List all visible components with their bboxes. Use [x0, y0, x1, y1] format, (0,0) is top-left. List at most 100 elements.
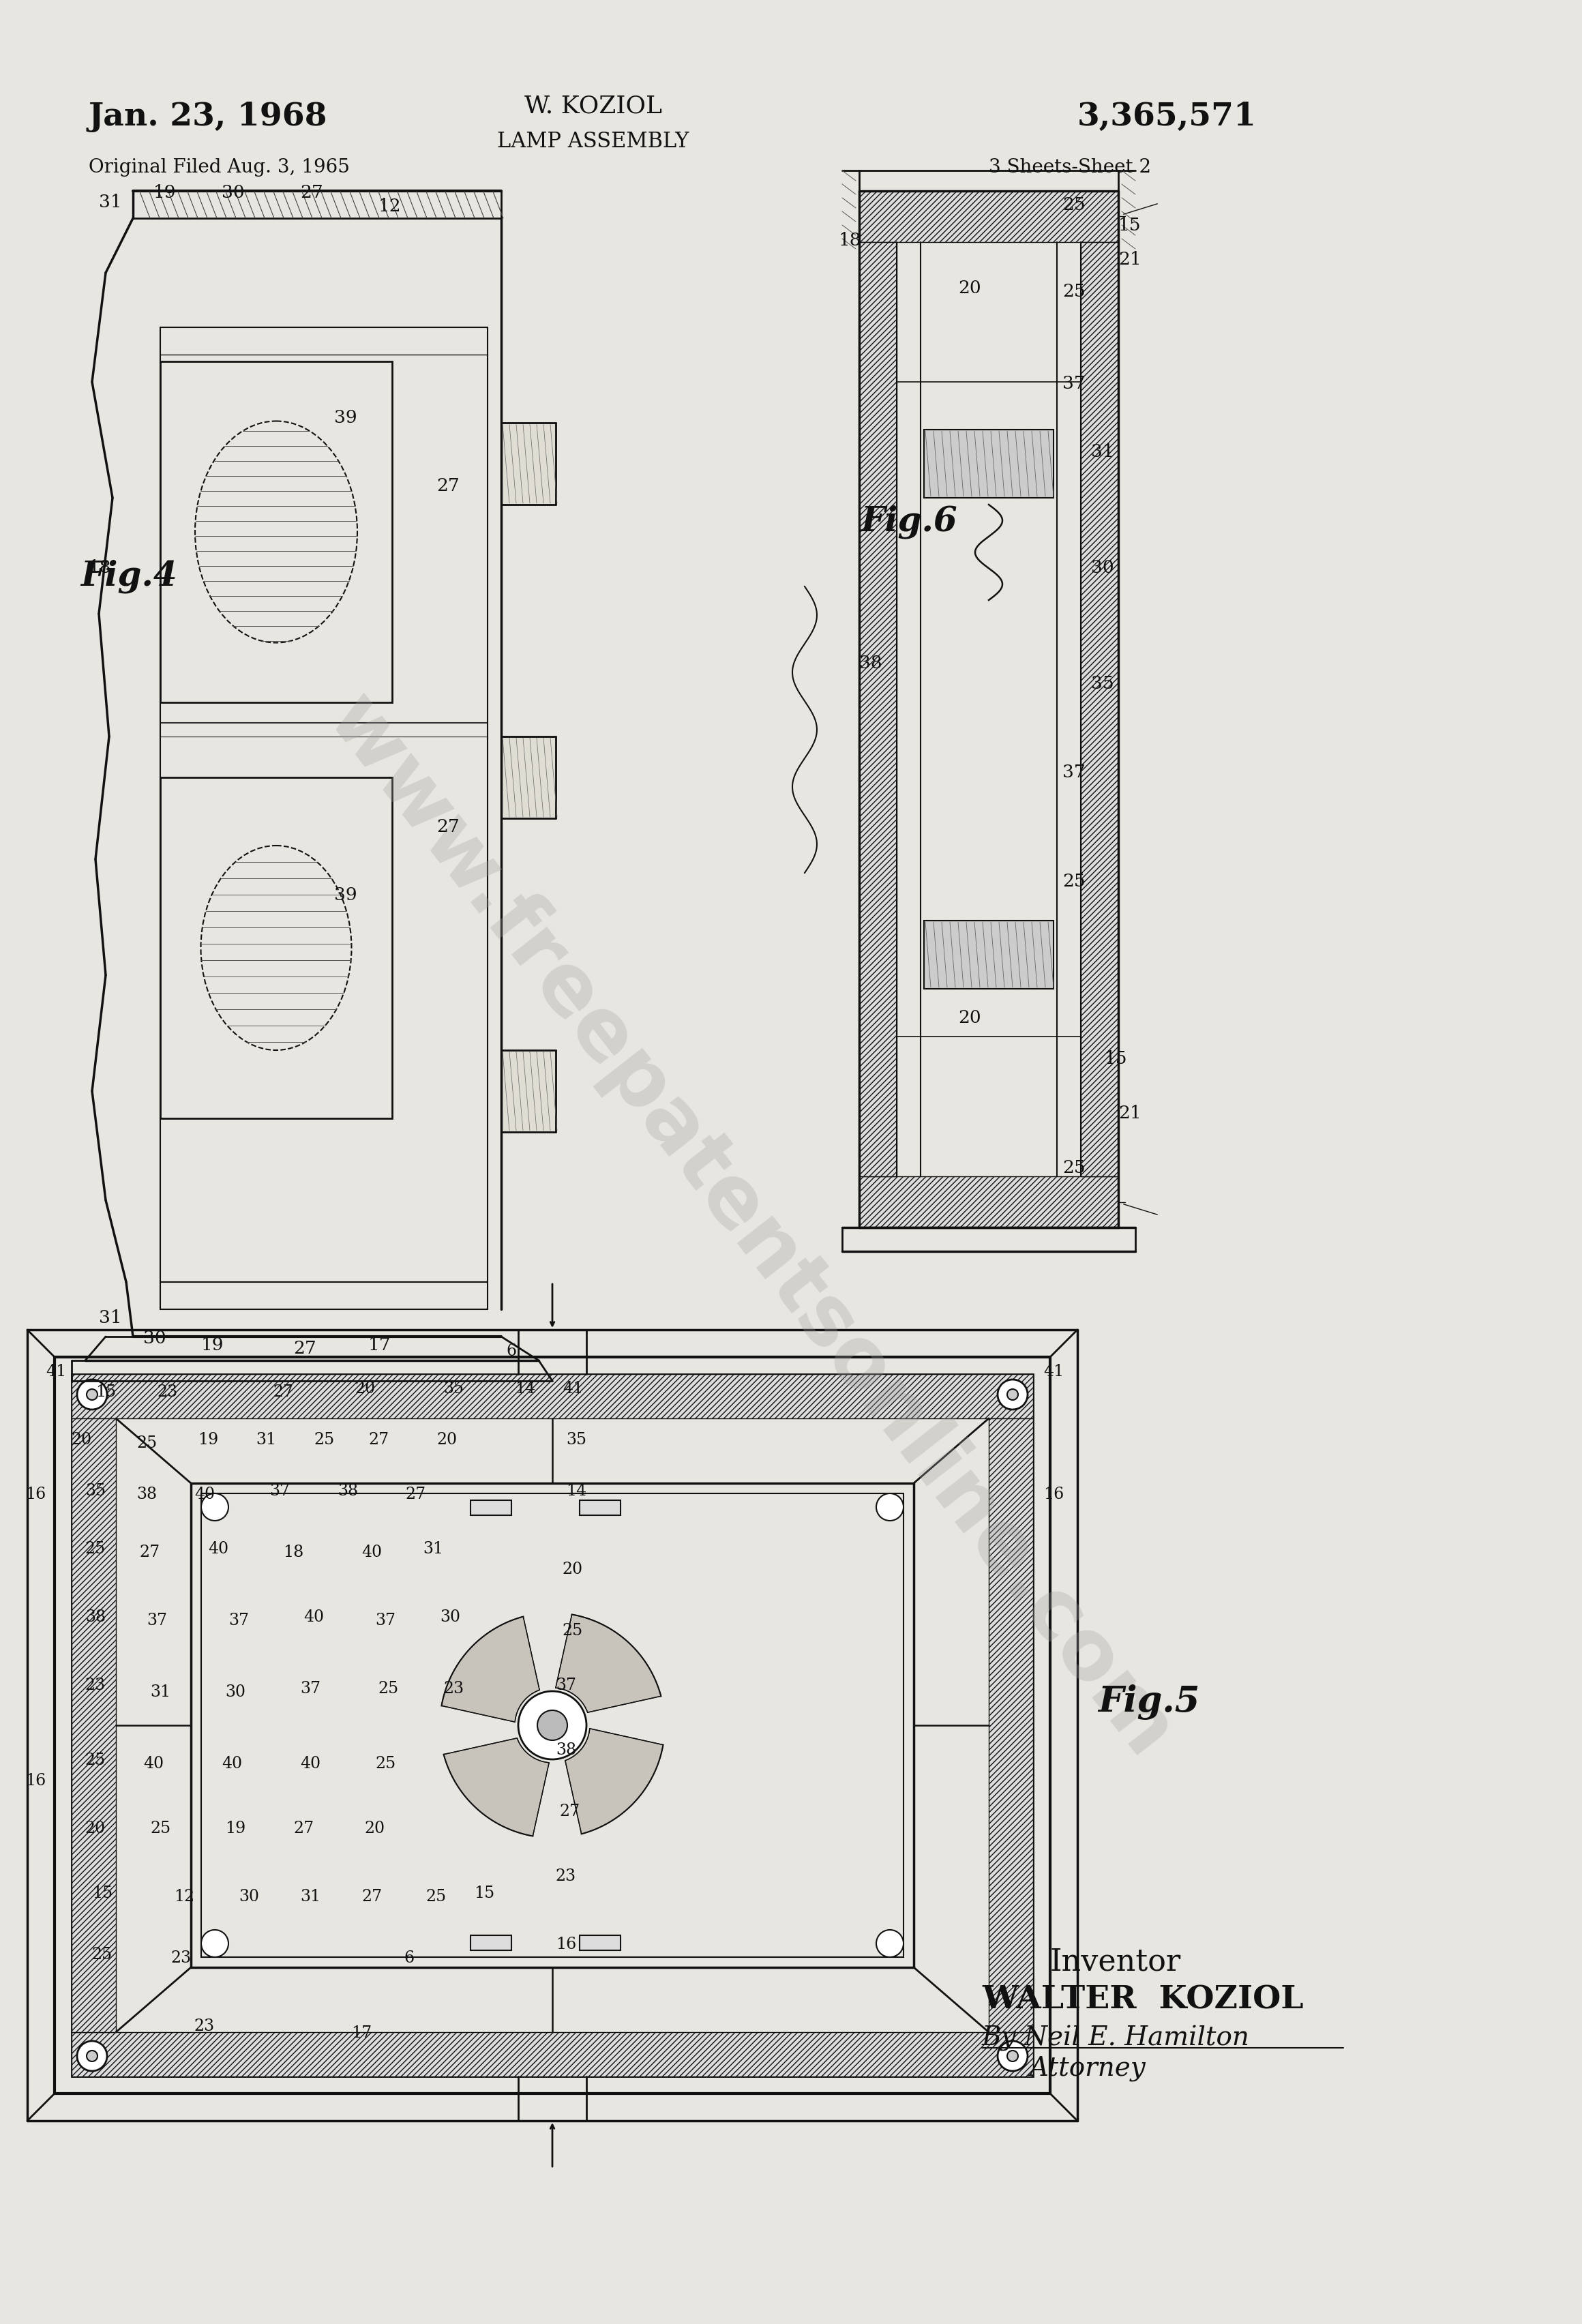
Bar — [501, 423, 555, 504]
Text: Fig.5: Fig.5 — [1098, 1685, 1199, 1720]
Polygon shape — [555, 1615, 661, 1713]
Text: 30: 30 — [440, 1608, 460, 1624]
Text: 40: 40 — [304, 1608, 324, 1624]
Circle shape — [1008, 1390, 1019, 1399]
Circle shape — [876, 1929, 903, 1957]
Text: 20: 20 — [354, 1380, 375, 1397]
Text: 23: 23 — [555, 1868, 576, 1885]
Text: 17: 17 — [369, 1336, 391, 1353]
Text: 16: 16 — [25, 1487, 46, 1501]
Text: 30: 30 — [221, 184, 245, 202]
Text: 41: 41 — [46, 1364, 66, 1380]
Text: 35: 35 — [566, 1432, 587, 1448]
Text: 20: 20 — [71, 1432, 92, 1448]
Bar — [579, 1936, 620, 1950]
Text: 25: 25 — [150, 1820, 171, 1836]
Text: 31: 31 — [98, 193, 122, 211]
Circle shape — [998, 2040, 1028, 2071]
Text: 40: 40 — [361, 1545, 381, 1559]
Text: 40: 40 — [195, 1487, 215, 1501]
Text: www.freepatentsonline.com: www.freepatentsonline.com — [312, 681, 1190, 1773]
Text: 6: 6 — [403, 1950, 414, 1966]
Circle shape — [519, 1692, 587, 1759]
Text: 31: 31 — [1092, 444, 1114, 460]
Text: 14: 14 — [566, 1483, 587, 1499]
Text: 15: 15 — [475, 1885, 495, 1901]
Text: 15: 15 — [95, 1385, 115, 1399]
Text: 20: 20 — [437, 1432, 457, 1448]
Bar — [1081, 242, 1118, 1176]
Text: 40: 40 — [207, 1541, 228, 1557]
Text: LAMP ASSEMBLY: LAMP ASSEMBLY — [497, 130, 690, 151]
Text: Inventor: Inventor — [1050, 1948, 1182, 1975]
Text: Original Filed Aug. 3, 1965: Original Filed Aug. 3, 1965 — [89, 158, 350, 177]
Bar — [191, 1483, 914, 1968]
Text: 35: 35 — [443, 1380, 464, 1397]
Text: 25: 25 — [313, 1432, 334, 1448]
Bar — [989, 1418, 1033, 2031]
Circle shape — [538, 1710, 568, 1741]
Text: 25: 25 — [375, 1757, 395, 1771]
Text: 38: 38 — [555, 1743, 576, 1757]
Text: 18: 18 — [838, 232, 862, 249]
Circle shape — [201, 1494, 228, 1520]
Text: 16: 16 — [1043, 1487, 1063, 1501]
Bar — [924, 920, 1054, 988]
Text: Jan. 23, 1968: Jan. 23, 1968 — [89, 100, 327, 132]
Text: 18: 18 — [89, 560, 111, 576]
Text: 25: 25 — [136, 1436, 157, 1450]
Circle shape — [87, 2050, 98, 2061]
Text: 31: 31 — [150, 1685, 171, 1701]
Bar — [71, 1418, 115, 2031]
Bar — [859, 191, 1118, 242]
Bar — [71, 1373, 1033, 1418]
Text: 15: 15 — [92, 1885, 112, 1901]
Text: WALTER  KOZIOL: WALTER KOZIOL — [982, 1985, 1304, 2015]
Text: 38: 38 — [85, 1608, 106, 1624]
Text: 27: 27 — [293, 1341, 316, 1357]
Text: 31: 31 — [98, 1308, 122, 1327]
Text: 25: 25 — [85, 1752, 106, 1769]
Text: 23: 23 — [171, 1950, 191, 1966]
Text: 25: 25 — [1063, 284, 1085, 300]
Bar — [859, 242, 897, 1176]
Circle shape — [1008, 2050, 1019, 2061]
Bar — [470, 1936, 511, 1950]
Text: 27: 27 — [437, 818, 459, 834]
Bar — [924, 430, 1054, 497]
Text: 20: 20 — [959, 1009, 981, 1027]
Text: 15: 15 — [1118, 216, 1141, 235]
Bar — [201, 1494, 903, 1957]
Text: 27: 27 — [369, 1432, 389, 1448]
Text: 30: 30 — [144, 1329, 166, 1348]
Text: 31: 31 — [301, 1889, 321, 1906]
Text: 40: 40 — [221, 1757, 242, 1771]
Bar — [579, 1501, 620, 1515]
Text: 37: 37 — [555, 1678, 576, 1694]
Text: 3 Sheets-Sheet 2: 3 Sheets-Sheet 2 — [989, 158, 1152, 177]
Text: 25: 25 — [85, 1541, 106, 1557]
Text: 41: 41 — [563, 1380, 584, 1397]
Text: 27: 27 — [405, 1487, 426, 1501]
Text: 37: 37 — [269, 1483, 290, 1499]
Polygon shape — [441, 1618, 539, 1722]
Circle shape — [87, 1390, 98, 1399]
Text: 35: 35 — [85, 1483, 106, 1499]
Bar — [160, 779, 392, 1118]
Text: 12: 12 — [174, 1889, 195, 1906]
Text: 39: 39 — [334, 885, 358, 904]
Text: 27: 27 — [139, 1545, 160, 1559]
Text: 27: 27 — [437, 476, 459, 495]
Text: 20: 20 — [563, 1562, 584, 1578]
Text: 38: 38 — [337, 1483, 358, 1499]
Text: 37: 37 — [1063, 374, 1085, 393]
Text: 37: 37 — [301, 1680, 321, 1697]
Text: 38: 38 — [859, 655, 883, 672]
Text: Attorney: Attorney — [1030, 2057, 1145, 2082]
Bar — [160, 363, 392, 702]
Text: 35: 35 — [1092, 674, 1114, 693]
Text: 3,365,571: 3,365,571 — [1077, 100, 1256, 132]
Text: 27: 27 — [272, 1385, 293, 1399]
Text: 25: 25 — [1063, 874, 1085, 890]
Text: 16: 16 — [555, 1936, 576, 1952]
